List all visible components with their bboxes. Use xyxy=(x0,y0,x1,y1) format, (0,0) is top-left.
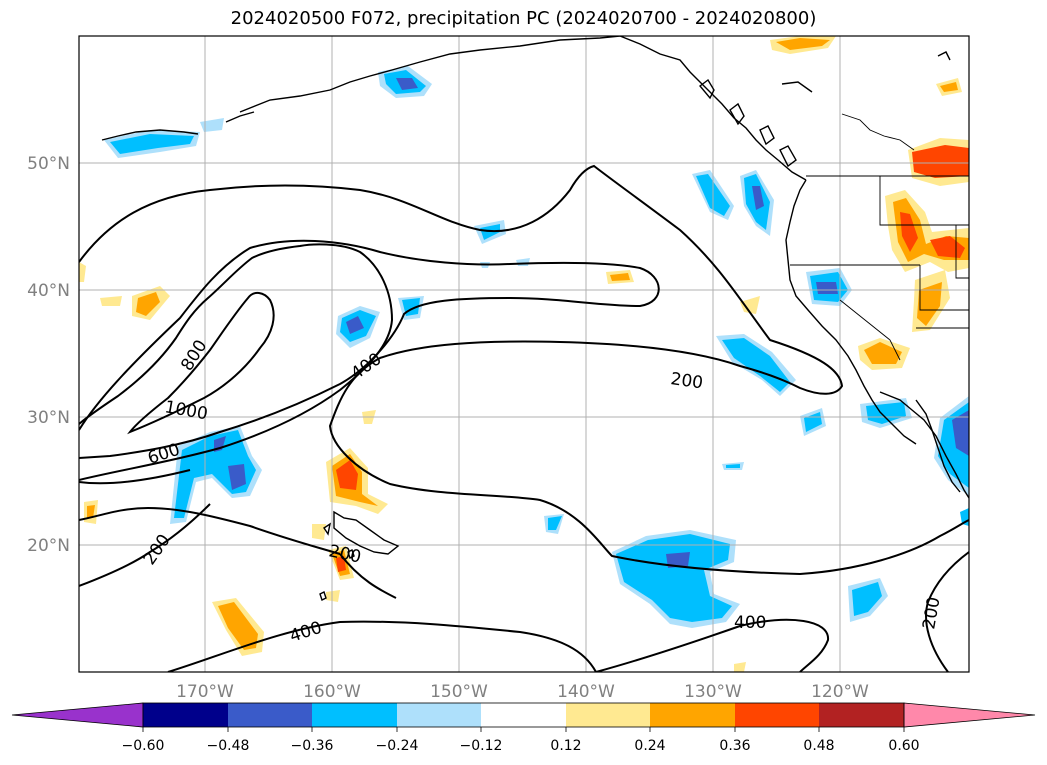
colorbar-label: 0.36 xyxy=(719,738,750,754)
contour-label-400: 400 xyxy=(734,613,766,633)
colorbar-label: −0.48 xyxy=(207,738,250,754)
colorbar-bin xyxy=(228,703,312,727)
lon-tick-130w: 130°W xyxy=(684,682,742,702)
colorbar-extend-min xyxy=(11,702,144,728)
positive-anomaly-shading xyxy=(79,36,969,672)
lat-tick-40n: 40°N xyxy=(27,281,70,301)
colorbar-label: −0.12 xyxy=(460,738,503,754)
colorbar-bin xyxy=(566,703,650,727)
colorbar-ticks xyxy=(142,727,905,732)
political-boundaries xyxy=(790,113,969,361)
colorbar-extend-max xyxy=(903,702,1036,728)
colorbar-label: −0.60 xyxy=(122,738,165,754)
colorbar-label: 0.60 xyxy=(888,738,919,754)
latitude-tick-labels: 50°N 40°N 30°N 20°N xyxy=(27,154,70,556)
colorbar-label: −0.36 xyxy=(291,738,334,754)
lon-tick-120w: 120°W xyxy=(811,682,869,702)
lat-tick-50n: 50°N xyxy=(27,154,70,174)
colorbar-bin xyxy=(397,703,481,727)
lon-tick-140w: 140°W xyxy=(557,682,615,702)
negative-anomaly-shading xyxy=(104,66,969,628)
colorbar: −0.60 −0.48 −0.36 −0.24 −0.12 0.12 0.24 … xyxy=(11,702,1036,754)
colorbar-label: −0.24 xyxy=(376,738,419,754)
colorbar-bin xyxy=(312,703,397,727)
colorbar-bin xyxy=(819,703,904,727)
figure-title: 2024020500 F072, precipitation PC (20240… xyxy=(230,8,817,29)
longitude-tick-labels: 170°W 160°W 150°W 140°W 130°W 120°W xyxy=(176,682,869,702)
colorbar-bin xyxy=(650,703,735,727)
colorbar-frame xyxy=(142,702,905,728)
lon-tick-150w: 150°W xyxy=(430,682,488,702)
lon-tick-160w: 160°W xyxy=(303,682,361,702)
contour-label-200: 200 xyxy=(669,369,704,393)
colorbar-bin xyxy=(143,703,228,727)
map-area: 800 1000 400 200 600 200 200 400 400 200 xyxy=(79,36,969,672)
colorbar-label: 0.48 xyxy=(803,738,834,754)
lat-tick-20n: 20°N xyxy=(27,536,70,556)
colorbar-bin xyxy=(481,703,566,727)
lon-tick-170w: 170°W xyxy=(176,682,234,702)
colorbar-bin xyxy=(735,703,819,727)
map-frame xyxy=(78,35,970,673)
colorbar-label: 0.24 xyxy=(634,738,665,754)
colorbar-label: 0.12 xyxy=(550,738,581,754)
coastlines xyxy=(101,36,969,601)
contour-lines xyxy=(79,164,969,672)
lat-tick-30n: 30°N xyxy=(27,408,70,428)
graticule xyxy=(79,36,969,672)
